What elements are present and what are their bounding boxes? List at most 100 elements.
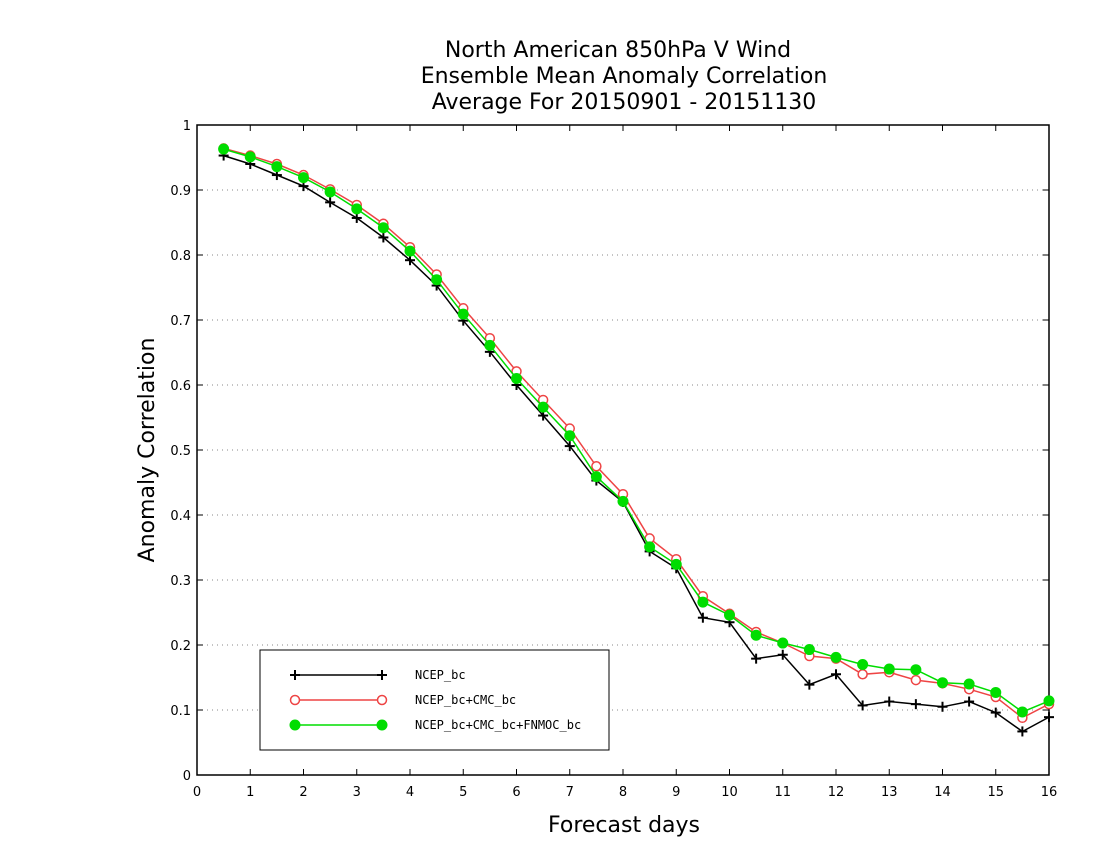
x-tick-label: 2 [299, 785, 307, 800]
data-point [724, 609, 735, 621]
series-3 [218, 143, 1055, 718]
data-point [831, 669, 841, 680]
data-point [830, 651, 842, 663]
legend-entry-1: NCEP_bc [290, 668, 466, 682]
data-point [910, 664, 922, 676]
y-tick-label: 0 [183, 769, 191, 784]
legend-label: NCEP_bc+CMC_bc [415, 693, 516, 707]
data-point [218, 143, 230, 155]
data-point [564, 441, 575, 452]
x-tick-label: 5 [459, 785, 467, 800]
data-point [351, 203, 363, 215]
data-point [324, 186, 336, 198]
y-tick-label: 0.7 [170, 314, 191, 329]
data-point [405, 255, 415, 266]
y-tick-label: 0.2 [170, 639, 191, 654]
data-point [910, 674, 922, 686]
grid [197, 189, 1049, 711]
data-point [511, 373, 522, 384]
chart-title: North American 850hPa V Wind Ensemble Me… [421, 38, 828, 115]
series-line [223, 147, 1050, 719]
x-tick-label: 7 [566, 785, 574, 800]
y-tick-label: 0.3 [170, 574, 191, 589]
legend-entry-2: NCEP_bc+CMC_bc [289, 693, 516, 707]
data-point [670, 558, 682, 570]
data-point [777, 637, 789, 649]
legend-label: NCEP_bc [415, 668, 466, 682]
x-tick-label: 15 [987, 785, 1004, 800]
axis-ticks: 00.10.20.30.40.50.60.70.80.910 1 2 3 4 5 6 7 8 9 1… [170, 119, 1057, 800]
data-point [751, 653, 762, 664]
data-point [697, 612, 708, 623]
legend-label: NCEP_bc+CMC_bc+FNMOC_bc [415, 718, 581, 732]
title-line-1: North American 850hPa V Wind [445, 38, 791, 63]
y-tick-label: 0.6 [170, 379, 191, 394]
data-point [484, 339, 496, 351]
data-point [271, 161, 283, 173]
data-point [617, 495, 629, 507]
legend-marker [376, 719, 388, 731]
title-line-3: Average For 20150901 - 20151130 [432, 90, 817, 115]
x-tick-label: 3 [353, 785, 361, 800]
data-point [591, 461, 602, 472]
data-point [804, 679, 815, 690]
legend: NCEP_bc NCEP_bc+CMC_bc NCEP_bc+CMC_bc+FNMO… [259, 649, 610, 751]
data-point [963, 678, 975, 690]
data-point [777, 649, 788, 660]
data-point [1016, 706, 1028, 718]
y-axis-title: Anomaly Correlation [135, 338, 160, 563]
x-tick-label: 10 [721, 785, 738, 800]
x-tick-label: 4 [406, 785, 414, 800]
data-point [937, 701, 948, 712]
data-point [1044, 712, 1054, 723]
y-tick-label: 0.8 [170, 249, 191, 264]
y-tick-label: 0.4 [170, 509, 191, 524]
x-tick-label: 16 [1041, 785, 1058, 800]
data-point [910, 699, 921, 710]
data-point [697, 596, 709, 608]
x-tick-label: 12 [828, 785, 845, 800]
data-point [537, 401, 549, 413]
x-tick-label: 6 [512, 785, 520, 800]
x-tick-label: 14 [934, 785, 951, 800]
data-point [990, 707, 1001, 718]
data-point [1043, 695, 1055, 707]
title-line-2: Ensemble Mean Anomaly Correlation [421, 64, 828, 89]
legend-marker [289, 719, 301, 731]
x-tick-label: 11 [774, 785, 791, 800]
legend-marker [376, 694, 388, 706]
data-point [298, 172, 309, 184]
data-point [857, 669, 868, 680]
x-tick-label: 9 [672, 785, 680, 800]
data-point [964, 696, 975, 707]
x-tick-label: 13 [881, 785, 898, 800]
data-point [1017, 726, 1028, 737]
data-point [244, 151, 256, 163]
data-point [750, 629, 762, 641]
legend-marker [289, 694, 301, 706]
y-tick-label: 0.9 [170, 184, 191, 199]
x-tick-label: 0 [193, 785, 201, 800]
data-point [857, 659, 869, 670]
data-point [351, 212, 362, 223]
data-point [590, 471, 602, 483]
series-line [223, 148, 1050, 713]
data-point [884, 696, 895, 707]
x-tick-label: 8 [619, 785, 627, 800]
data-point [883, 663, 895, 675]
data-point [857, 700, 868, 711]
data-point [378, 232, 389, 243]
data-point [404, 245, 416, 257]
series-2 [218, 143, 1055, 724]
data-point [990, 686, 1002, 698]
data-point [937, 677, 948, 689]
data-point [803, 644, 815, 656]
data-point [377, 222, 389, 234]
x-axis-title: Forecast days [548, 813, 700, 838]
x-tick-label: 1 [246, 785, 254, 800]
y-tick-label: 1 [183, 119, 191, 134]
data-point [431, 274, 443, 286]
data-point [644, 541, 656, 553]
y-tick-label: 0.1 [170, 704, 191, 719]
